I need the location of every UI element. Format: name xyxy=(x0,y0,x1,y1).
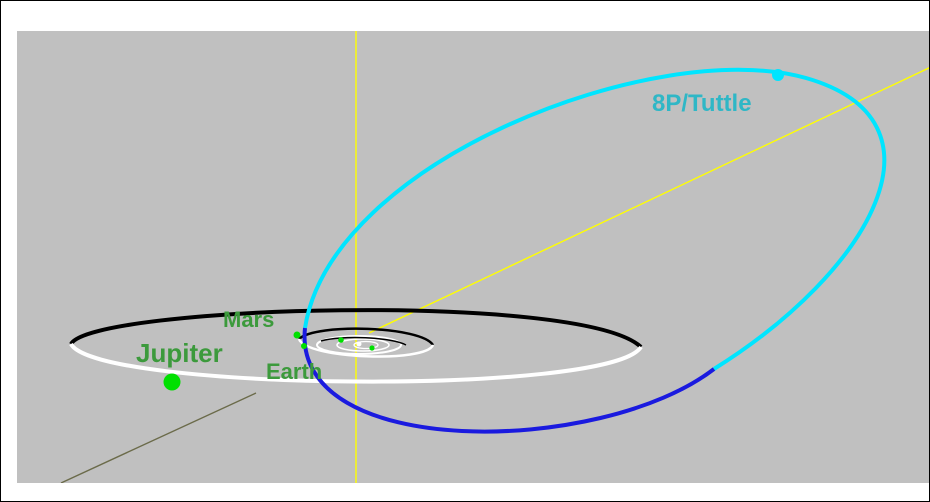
mars-dot[interactable] xyxy=(293,331,301,339)
sun-marker xyxy=(356,341,362,347)
comet-label: 8P/Tuttle xyxy=(652,90,752,117)
jupiter-orbit-front xyxy=(69,342,643,384)
axis-line-x xyxy=(60,392,257,483)
jupiter-dot[interactable] xyxy=(163,373,181,391)
jupiter-label: Jupiter xyxy=(136,338,223,368)
axis-line-slanted xyxy=(368,67,929,334)
mercury-dot[interactable] xyxy=(369,345,375,351)
jupiter-orbit-back xyxy=(69,308,643,349)
mercury-orbit xyxy=(353,340,379,350)
comet-orbit-above xyxy=(303,67,887,371)
venus-dot[interactable] xyxy=(338,337,344,343)
earth-dot[interactable] xyxy=(301,343,307,349)
orbit-viewer-canvas[interactable]: 8P/Tuttle Mars Jupiter Earth xyxy=(17,31,929,483)
earth-orbit xyxy=(316,335,402,355)
inner-orbit-shadow xyxy=(320,336,407,346)
orbit-diagram: 8P/Tuttle Mars Jupiter Earth xyxy=(60,31,929,483)
mars-label: Mars xyxy=(223,307,274,332)
comet-orbit-below xyxy=(302,327,716,434)
earth-label: Earth xyxy=(266,359,322,384)
comet-nucleus[interactable] xyxy=(772,69,784,81)
venus-orbit xyxy=(336,338,390,352)
mars-orbit-back xyxy=(298,327,435,346)
